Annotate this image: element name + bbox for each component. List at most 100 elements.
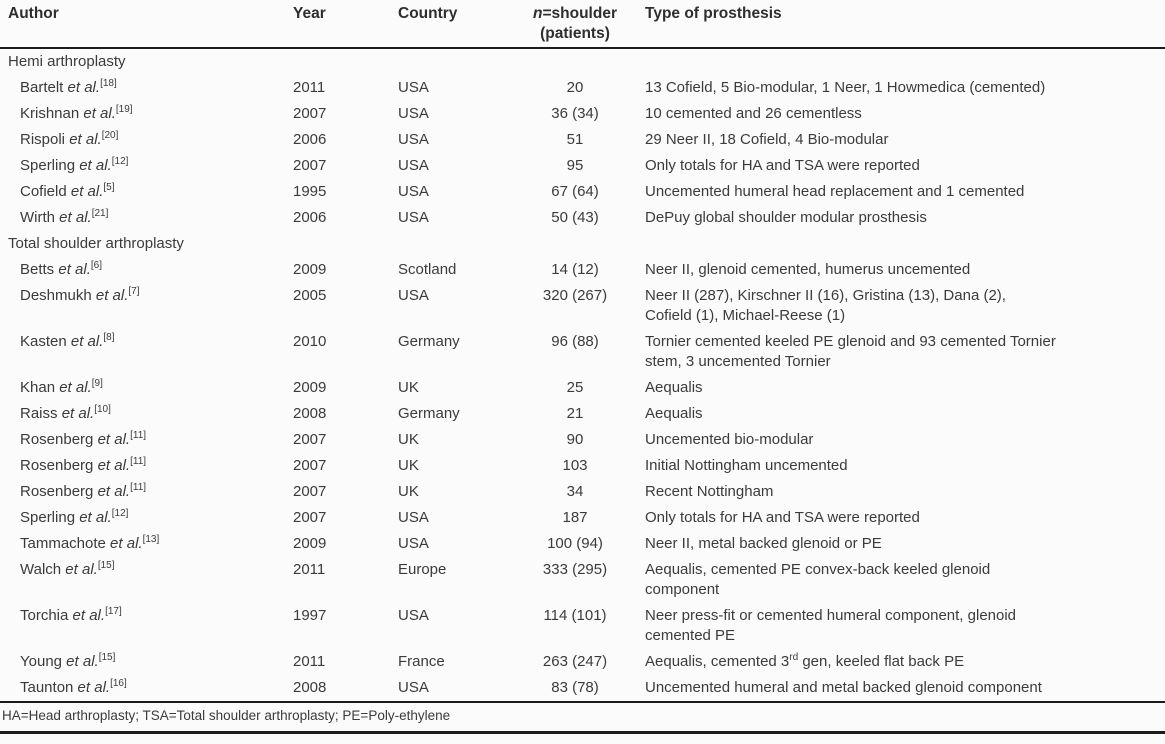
author-cell: Raiss et al.[10] [0,401,293,427]
section-header-row: Hemi arthroplasty [0,48,1165,75]
type-of-prosthesis-cell: Neer II (287), Kirschner II (16), Gristi… [645,287,1006,324]
country-cell: UK [398,431,419,448]
et-al-italic: et al. [70,333,104,350]
n-header-patients: (patients) [540,25,610,42]
year-cell: 2007 [293,509,327,526]
author-name: Raiss [20,405,62,422]
type-of-prosthesis-cell: Initial Nottingham uncemented [645,457,848,474]
n-shoulder-cell: 187 [562,509,588,526]
n-shoulder-cell: 333 (295) [542,561,608,578]
year-cell: 2009 [293,535,327,552]
table-row: Cofield et al.[5] 1995 USA 67 (64) Uncemente… [0,179,1165,205]
reference-superscript: [10] [94,404,111,415]
country-cell: USA [398,509,429,526]
year-cell: 2010 [293,333,327,350]
year-cell: 2007 [293,457,327,474]
author-cell: Sperling et al.[12] [0,505,293,531]
reference-superscript: [11] [130,456,147,467]
year-cell: 2005 [293,287,327,304]
type-of-prosthesis-cell: Uncemented humeral head replacement and … [645,183,1025,200]
reference-superscript: [17] [105,606,122,617]
column-header-type: Type of prosthesis [645,5,782,22]
year-cell: 2011 [293,653,326,670]
column-header-year: Year [293,5,326,22]
table-row: Rosenberg et al.[11] 2007 UK 90 Uncemented b… [0,427,1165,453]
author-cell: Rispoli et al.[20] [0,127,293,153]
table-header: Author Year Country n=shoulder (patients… [0,0,1165,48]
year-cell: 2006 [293,131,327,148]
country-cell: USA [398,287,429,304]
section-header-row: Total shoulder arthroplasty [0,231,1165,257]
et-al-italic: et al. [95,287,129,304]
type-of-prosthesis-cell: 13 Cofield, 5 Bio-modular, 1 Neer, 1 How… [645,79,1046,96]
et-al-italic: et al. [69,131,102,148]
table-row: Young et al.[15] 2011 France 263 (247) Aequa… [0,649,1165,675]
et-al-italic: et al. [77,679,111,696]
et-al-italic: et al. [67,79,101,96]
type-of-prosthesis-cell: Aequalis, cemented 3rd gen, keeled flat … [645,652,965,671]
table-row: Deshmukh et al.[7] 2005 USA 320 (267) Neer I… [0,283,1165,329]
n-shoulder-cell: 95 [566,157,584,174]
author-name: Rosenberg [20,431,98,448]
country-cell: USA [398,131,429,148]
type-of-prosthesis-cell: Only totals for HA and TSA were reported [645,509,920,526]
table-row: Sperling et al.[12] 2007 USA 95 Only totals … [0,153,1165,179]
table-row: Khan et al.[9] 2009 UK 25 Aequalis [0,375,1165,401]
type-of-prosthesis-cell: Neer II, glenoid cemented, humerus uncem… [645,261,971,278]
author-cell: Walch et al.[15] [0,557,293,603]
et-al-italic: et al. [110,535,143,552]
n-shoulder-cell: 25 [566,379,584,396]
author-cell: Young et al.[15] [0,649,293,675]
reference-superscript: [21] [91,208,109,219]
table-row: Wirth et al.[21] 2006 USA 50 (43) DePuy glob… [0,205,1165,231]
year-cell: 2008 [293,679,327,696]
year-cell: 2007 [293,483,327,500]
type-of-prosthesis-cell: Neer II, metal backed glenoid or PE [645,535,882,552]
author-name: Wirth [20,209,60,226]
year-cell: 2009 [293,379,327,396]
n-header-rest: =shoulder [542,5,617,22]
reference-superscript: [19] [115,104,133,115]
type-of-prosthesis-cell: Neer press-fit or cemented humeral compo… [645,607,1017,644]
n-shoulder-cell: 34 [566,483,584,500]
table-row: Raiss et al.[10] 2008 Germany 21 Aequalis [0,401,1165,427]
reference-superscript: [7] [128,286,140,297]
reference-superscript: [15] [98,652,116,663]
et-al-italic: et al. [97,431,131,448]
country-cell: Europe [398,561,447,578]
et-al-italic: et al. [72,607,106,624]
author-cell: Kasten et al.[8] [0,329,293,375]
reference-superscript: [15] [97,560,115,571]
table-row: Bartelt et al.[18] 2011 USA 20 13 Cofield, 5… [0,75,1165,101]
reference-superscript: [11] [130,482,147,493]
author-cell: Taunton et al.[16] [0,675,293,701]
author-cell: Tammachote et al.[13] [0,531,293,557]
author-name: Rosenberg [20,483,98,500]
author-cell: Krishnan et al.[19] [0,101,293,127]
reference-superscript: [8] [103,332,115,343]
author-cell: Deshmukh et al.[7] [0,283,293,329]
column-header-author: Author [8,5,59,22]
author-cell: Cofield et al.[5] [0,179,293,205]
type-of-prosthesis-cell: Uncemented humeral and metal backed glen… [645,679,1042,696]
table-footnote: HA=Head arthroplasty; TSA=Total shoulder… [0,701,1165,734]
n-shoulder-cell: 320 (267) [542,287,608,304]
reference-superscript: [16] [110,678,127,689]
country-cell: UK [398,483,419,500]
author-name: Torchia [20,607,73,624]
author-name: Cofield [20,183,71,200]
table-row: Taunton et al.[16] 2008 USA 83 (78) Uncement… [0,675,1165,701]
year-cell: 2007 [293,431,327,448]
reference-superscript: [12] [111,156,129,167]
country-cell: USA [398,535,429,552]
n-shoulder-cell: 103 [562,457,588,474]
year-cell: 2006 [293,209,327,226]
header-row: Author Year Country n=shoulder (patients… [0,0,1165,48]
section-title: Hemi arthroplasty [8,53,126,70]
author-name: Bartelt [20,79,68,96]
type-of-prosthesis-cell: Recent Nottingham [645,483,774,500]
year-cell: 2008 [293,405,327,422]
author-name: Khan [20,379,60,396]
author-cell: Khan et al.[9] [0,375,293,401]
n-shoulder-cell: 90 [566,431,584,448]
